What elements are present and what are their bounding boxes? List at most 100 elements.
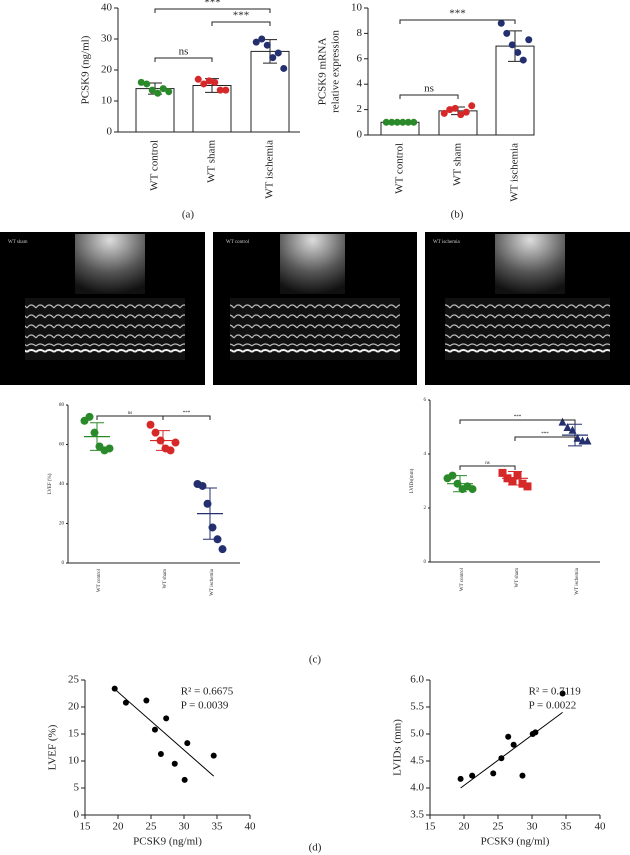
point bbox=[457, 111, 465, 119]
x-tick-label: WT ischemia bbox=[575, 567, 580, 594]
x-tick-label: 25 bbox=[493, 821, 505, 833]
echo-images: WT sham WT control WT ischemia bbox=[0, 232, 630, 385]
point bbox=[404, 118, 412, 126]
y-axis-label: PCSK9 mRNA bbox=[317, 38, 329, 106]
point bbox=[122, 699, 129, 706]
y-axis-label: PCSK9 (ng/ml) bbox=[80, 35, 92, 104]
x-tick-label: 15 bbox=[80, 821, 92, 833]
point bbox=[453, 479, 462, 488]
point bbox=[211, 78, 219, 86]
x-tick-label: 20 bbox=[459, 821, 471, 833]
significance-bracket bbox=[399, 19, 516, 24]
echo-image: WT sham bbox=[0, 232, 205, 385]
y-tick-label: 5.5 bbox=[410, 701, 424, 713]
significance-bracket bbox=[96, 415, 164, 420]
x-tick-label: 40 bbox=[595, 821, 607, 833]
point bbox=[171, 760, 178, 767]
y-tick-label: 3.5 bbox=[410, 809, 424, 821]
point bbox=[523, 482, 532, 491]
error-bar bbox=[568, 423, 582, 447]
x-axis-label: PCSK9 (ng/ml) bbox=[133, 836, 202, 848]
point bbox=[446, 106, 454, 114]
point bbox=[213, 535, 222, 544]
point bbox=[505, 733, 512, 740]
y-tick-label: 5 bbox=[74, 782, 80, 794]
point bbox=[508, 41, 516, 49]
point bbox=[280, 64, 288, 72]
point bbox=[194, 75, 202, 83]
annotation: P = 0.0039 bbox=[181, 700, 229, 712]
y-tick-label: 15 bbox=[68, 728, 80, 740]
y-tick-label: 10 bbox=[351, 2, 363, 14]
x-axis-label: PCSK9 (ng/ml) bbox=[481, 836, 550, 848]
significance-bracket bbox=[162, 415, 211, 420]
panel-label: (a) bbox=[182, 209, 195, 221]
y-tick-label: 60 bbox=[59, 443, 65, 448]
point bbox=[151, 726, 158, 733]
annotation: R² = 0.7119 bbox=[529, 686, 582, 698]
significance-label: *** bbox=[233, 10, 250, 22]
point bbox=[490, 770, 497, 777]
point bbox=[497, 19, 505, 27]
point bbox=[216, 86, 224, 94]
panel-label: (d) bbox=[309, 842, 322, 854]
y-tick-label: 0 bbox=[74, 809, 80, 821]
x-tick-label: 30 bbox=[179, 821, 191, 833]
significance-label: ns bbox=[485, 461, 490, 466]
x-tick-label: WT control bbox=[394, 143, 406, 194]
point bbox=[165, 88, 173, 96]
point bbox=[393, 118, 401, 126]
point bbox=[252, 38, 260, 46]
x-tick-label: 35 bbox=[212, 821, 224, 833]
y-tick-label: 30 bbox=[101, 33, 113, 45]
significance-label: *** bbox=[183, 411, 191, 416]
x-tick-label: WT control bbox=[149, 140, 161, 191]
x-tick-label: WT ischemia bbox=[210, 568, 215, 595]
point bbox=[559, 690, 566, 697]
significance-label: *** bbox=[449, 8, 466, 20]
y-tick-label: 8 bbox=[357, 27, 363, 39]
point bbox=[166, 446, 175, 455]
y-tick-label: 6 bbox=[424, 398, 427, 403]
x-tick-label: 30 bbox=[527, 821, 539, 833]
x-tick-label: 35 bbox=[561, 821, 573, 833]
y-tick-label: 2 bbox=[424, 506, 427, 511]
point bbox=[510, 741, 517, 748]
point bbox=[382, 118, 390, 126]
point bbox=[558, 417, 567, 426]
point bbox=[503, 29, 511, 37]
echo-label: WT sham bbox=[8, 240, 28, 245]
point bbox=[137, 78, 145, 86]
point bbox=[205, 77, 213, 85]
significance-bracket bbox=[154, 57, 213, 62]
point bbox=[258, 35, 266, 43]
point bbox=[111, 685, 118, 692]
point bbox=[151, 428, 160, 437]
point bbox=[519, 772, 526, 779]
point bbox=[508, 477, 517, 485]
x-tick-label: WT sham bbox=[163, 569, 168, 589]
y-tick-label: 4 bbox=[424, 452, 427, 457]
point bbox=[181, 776, 188, 783]
significance-bracket bbox=[211, 21, 271, 26]
point bbox=[269, 54, 277, 62]
significance-bracket bbox=[399, 94, 459, 99]
significance-label: *** bbox=[541, 432, 549, 437]
y-tick-label: 40 bbox=[59, 482, 65, 487]
y-tick-label: 20 bbox=[68, 701, 80, 713]
point bbox=[163, 715, 170, 722]
point bbox=[532, 729, 539, 736]
echo-label: WT control bbox=[226, 240, 250, 245]
bar bbox=[135, 88, 175, 133]
point bbox=[198, 481, 207, 490]
point bbox=[462, 108, 470, 116]
annotation: R² = 0.6675 bbox=[181, 686, 234, 698]
y-axis-label: LVEF (%) bbox=[48, 473, 53, 494]
point bbox=[171, 438, 180, 447]
y-tick-label: 10 bbox=[101, 95, 113, 107]
point bbox=[208, 523, 217, 532]
y-axis-label: LVIDs (mm) bbox=[392, 719, 404, 776]
point bbox=[457, 775, 464, 782]
point bbox=[218, 545, 227, 554]
